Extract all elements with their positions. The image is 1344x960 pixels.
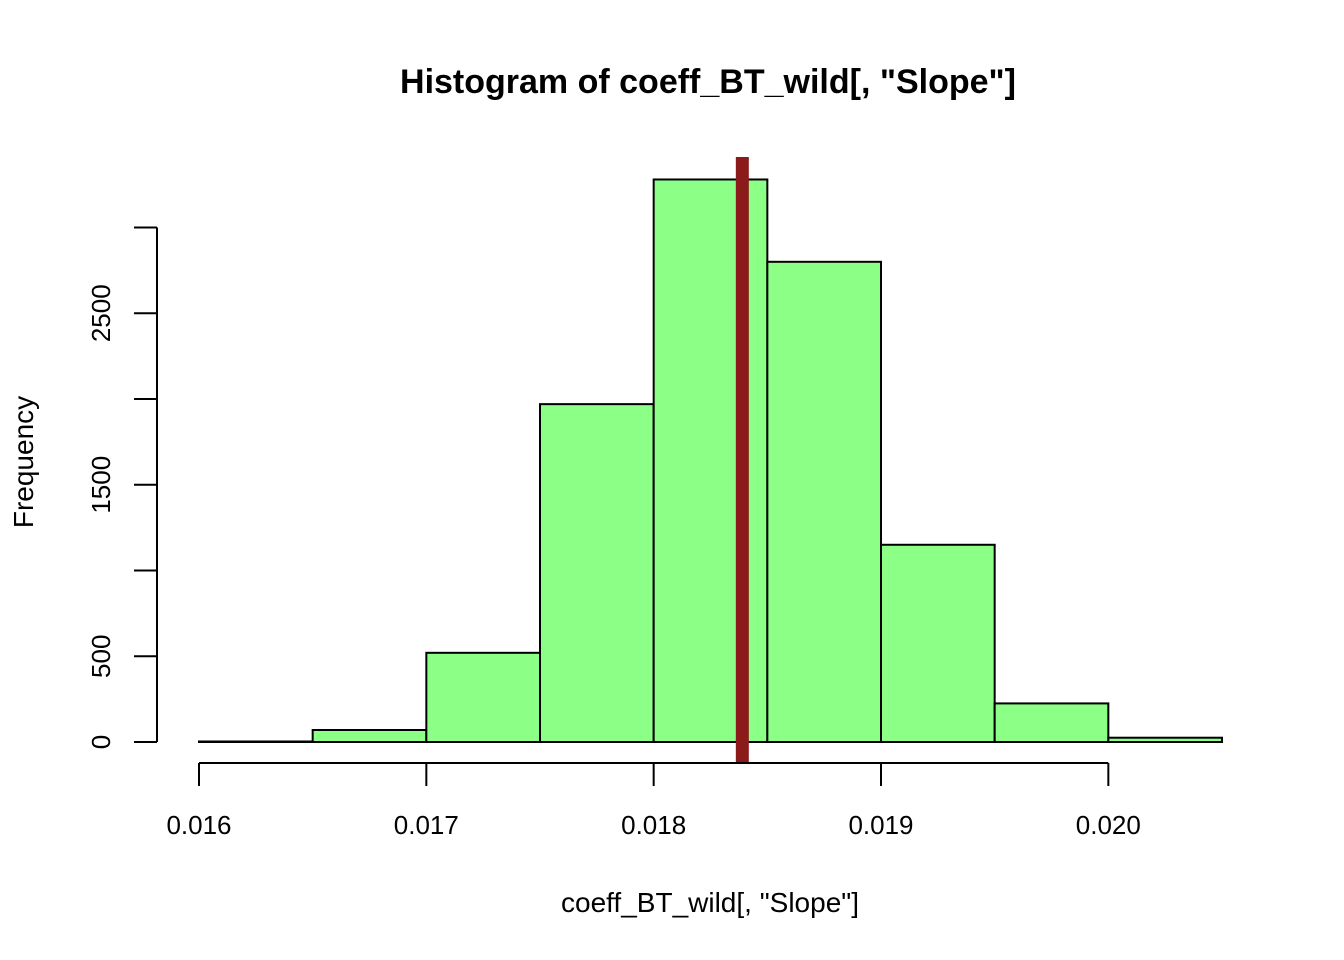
histogram-bar <box>652 178 769 744</box>
y-tick-label: 1500 <box>86 456 116 514</box>
histogram-bar <box>198 740 314 743</box>
x-tick-label: 0.019 <box>848 810 913 840</box>
y-axis: 0 500 1500 2500 <box>86 226 158 749</box>
x-tick-label: 0.018 <box>621 810 686 840</box>
histogram-bar <box>425 651 542 744</box>
histogram-bar <box>766 260 882 743</box>
x-axis: 0.016 0.017 0.018 0.019 0.020 <box>166 762 1141 840</box>
y-tick-label: 500 <box>86 635 116 678</box>
histogram-bars <box>198 178 1224 744</box>
histogram-bar <box>539 403 655 743</box>
x-tick-label: 0.020 <box>1076 810 1141 840</box>
histogram-bar <box>1107 736 1224 744</box>
histogram-bar <box>993 702 1110 743</box>
x-tick-label: 0.017 <box>394 810 459 840</box>
chart-title: Histogram of coeff_BT_wild[, "Slope"] <box>400 63 1016 101</box>
x-axis-label: coeff_BT_wild[, "Slope"] <box>561 887 859 918</box>
histogram-bar <box>311 728 428 743</box>
x-tick-label: 0.016 <box>166 810 231 840</box>
y-tick-label: 2500 <box>86 284 116 342</box>
y-axis-label: Frequency <box>8 396 39 528</box>
y-tick-label: 0 <box>86 735 116 749</box>
histogram-bar <box>880 543 996 744</box>
